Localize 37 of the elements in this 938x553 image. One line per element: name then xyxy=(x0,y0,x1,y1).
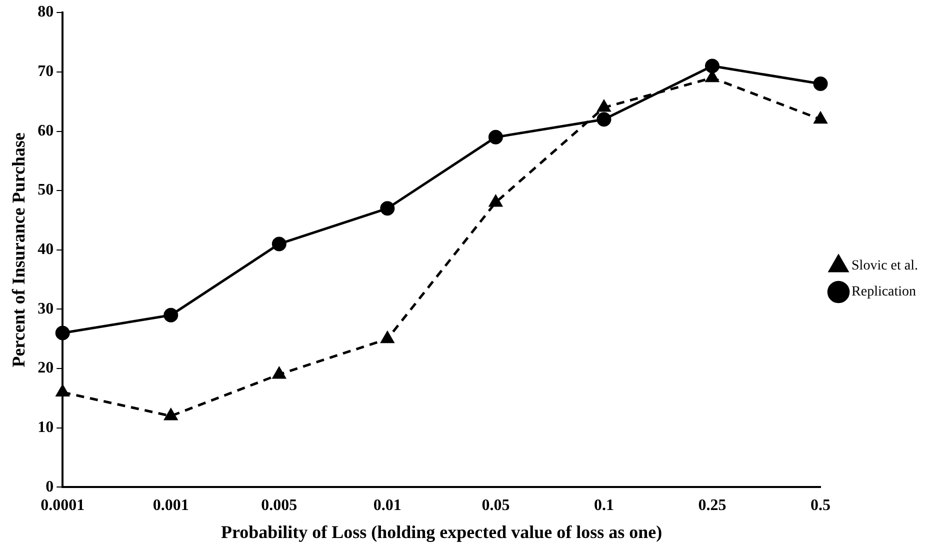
point xyxy=(596,112,612,127)
point xyxy=(164,308,178,322)
y-tick-label: 30 xyxy=(38,300,54,318)
point xyxy=(272,236,286,252)
point xyxy=(380,332,394,344)
point xyxy=(55,326,70,340)
point xyxy=(272,367,286,379)
point xyxy=(489,195,502,207)
y-tick-label: 60 xyxy=(38,122,54,140)
point xyxy=(814,112,827,124)
y-tick-label: 40 xyxy=(38,241,54,258)
x-tick-label: 0.005 xyxy=(261,496,298,514)
point xyxy=(56,385,70,397)
y-tick-label: 70 xyxy=(38,63,54,80)
y-tick-label: 50 xyxy=(38,182,54,199)
point xyxy=(598,100,610,112)
point xyxy=(813,76,828,92)
y-tick-label: 10 xyxy=(38,419,54,436)
y-axis-title: Percent of Insurance Purchase xyxy=(8,132,28,368)
legend-label: Slovic et al. xyxy=(852,258,918,274)
legend-label: Replication xyxy=(852,284,916,300)
x-tick-label: 0.5 xyxy=(810,496,831,514)
x-tick-label: 0.0001 xyxy=(40,496,85,514)
x-tick-label: 0.01 xyxy=(373,496,402,514)
y-tick-label: 80 xyxy=(38,4,54,21)
x-tick-label: 0.25 xyxy=(698,496,726,514)
point xyxy=(704,58,720,74)
x-tick-label: 0.001 xyxy=(152,496,189,514)
point xyxy=(164,408,178,420)
point xyxy=(706,70,719,82)
y-tick-label: 20 xyxy=(38,360,54,377)
point xyxy=(488,130,503,144)
x-tick-label: 0.05 xyxy=(482,496,510,514)
point xyxy=(380,201,395,216)
x-tick-label: 0.1 xyxy=(594,496,614,514)
x-axis-title: Probability of Loss (holding expected value of loss as one) xyxy=(220,522,662,542)
y-tick-label: 0 xyxy=(46,478,54,496)
